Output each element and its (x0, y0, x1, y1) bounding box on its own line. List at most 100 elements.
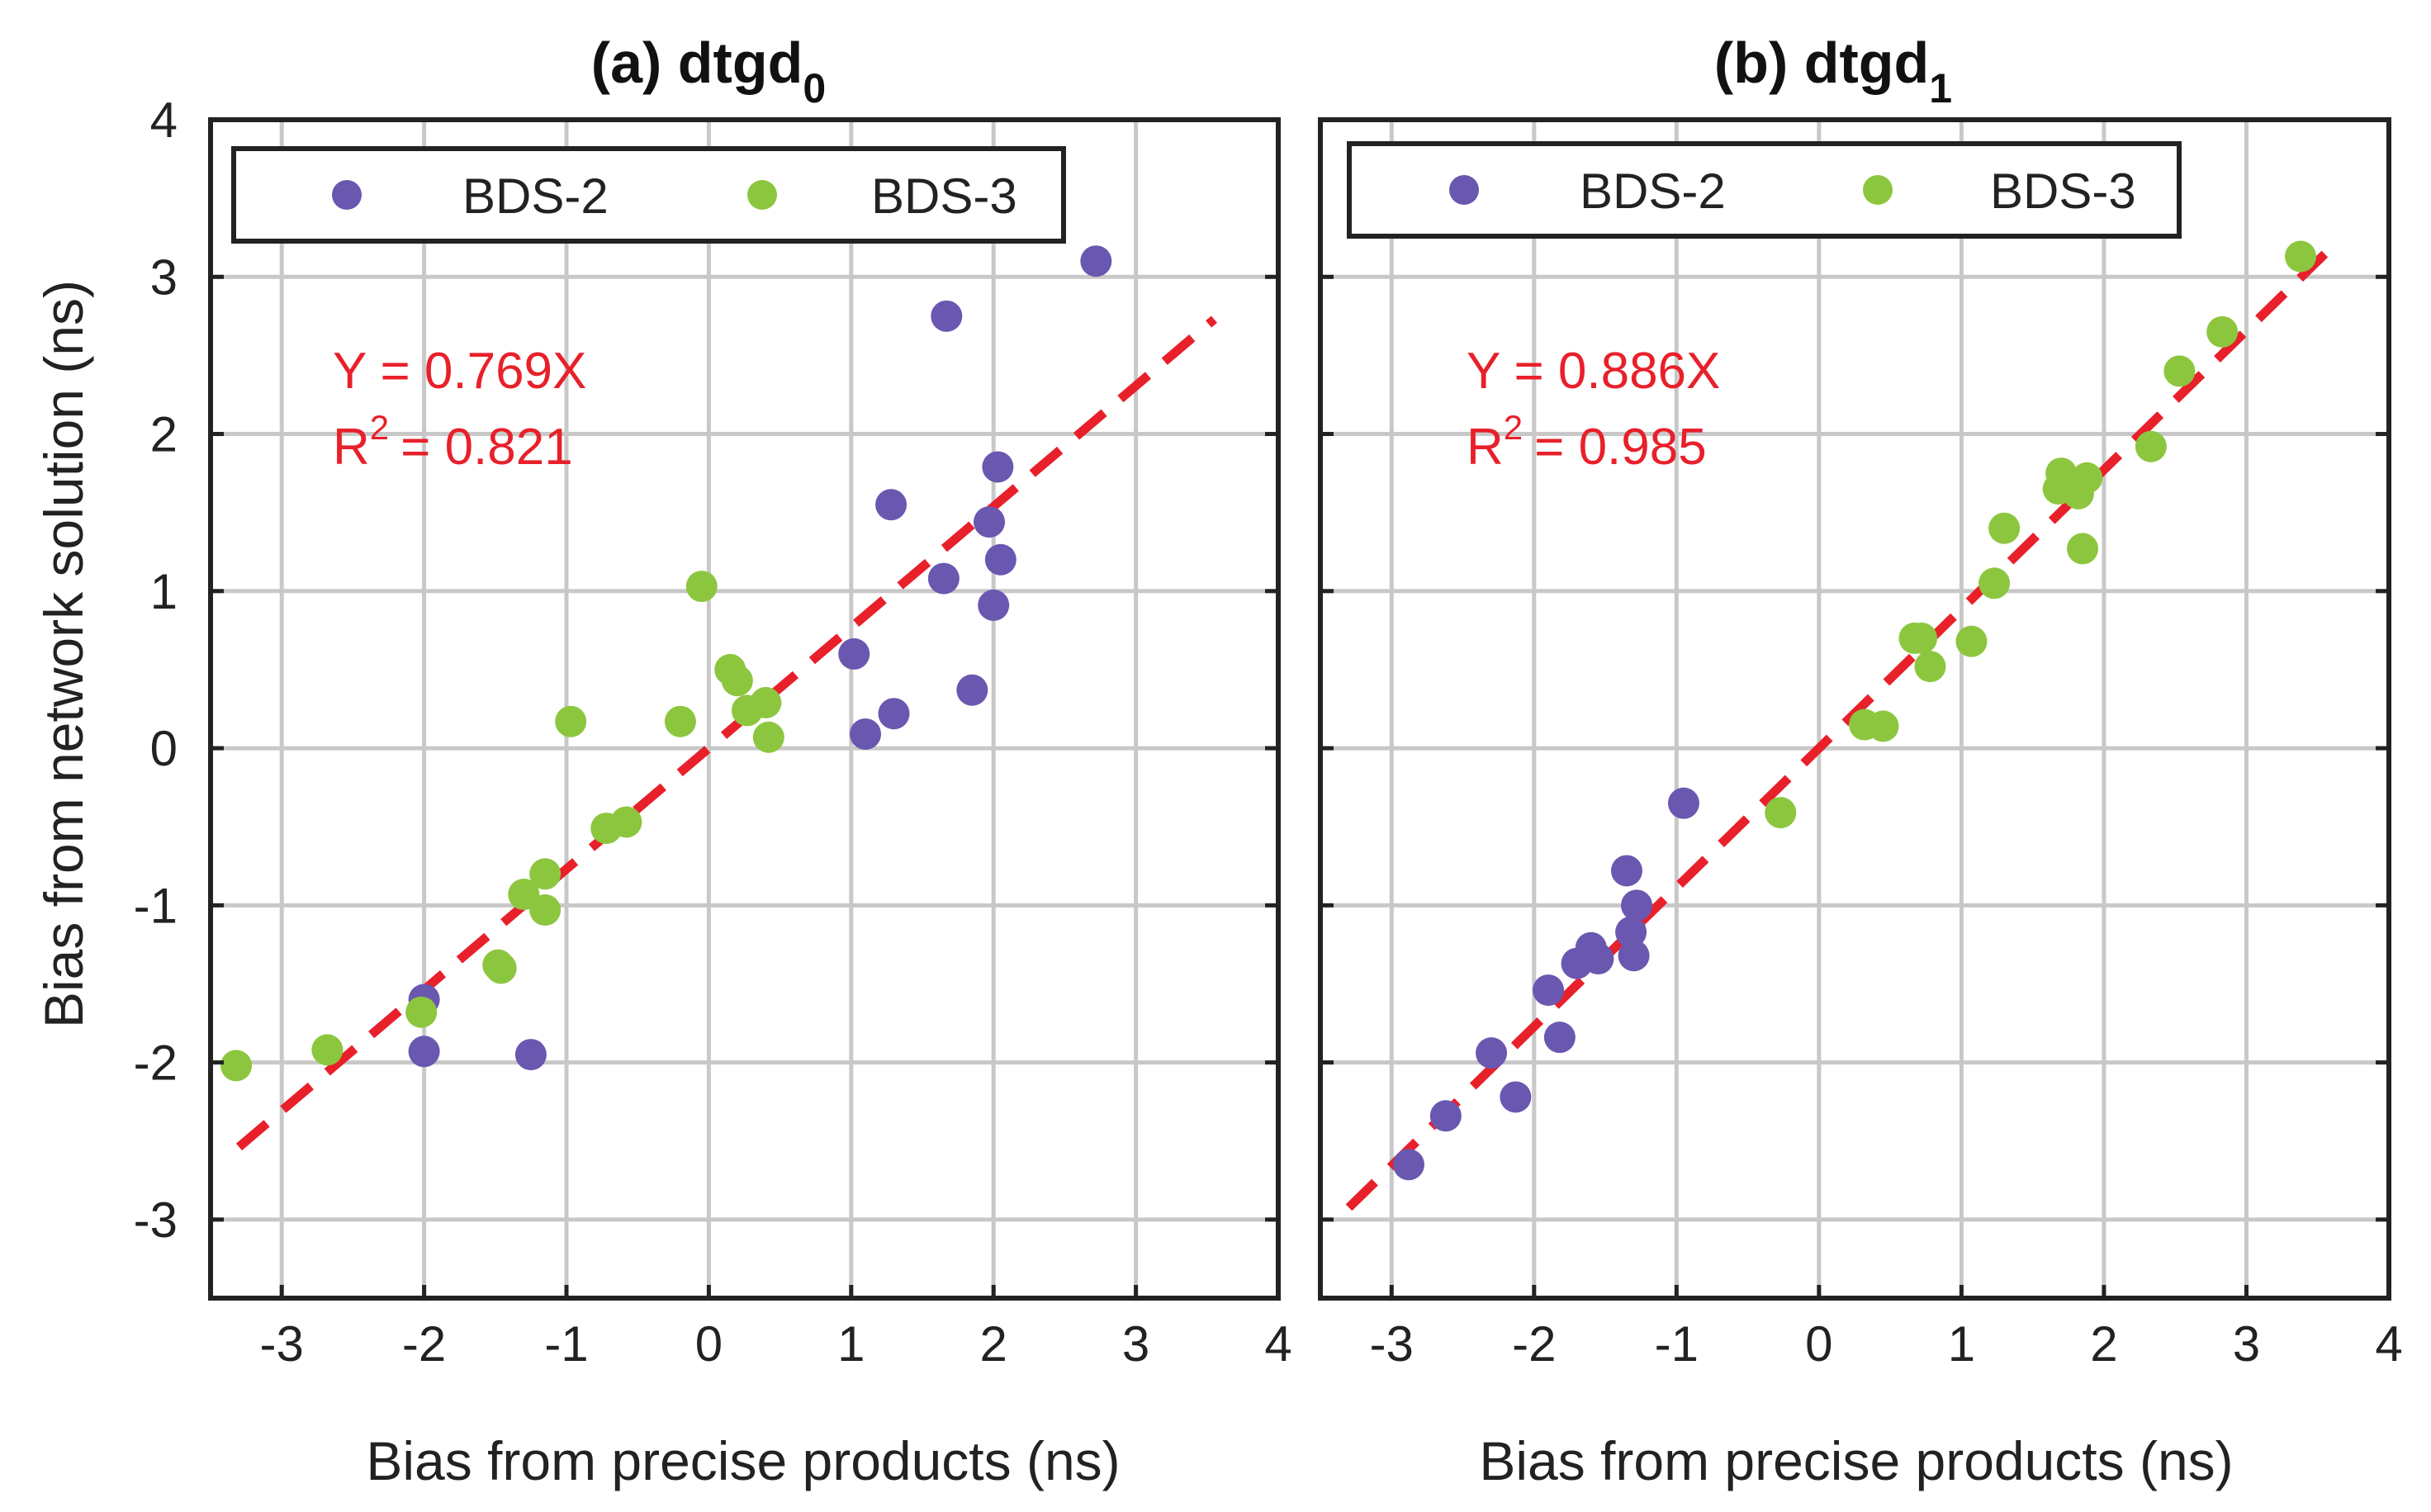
panel-a-point-bds3 (311, 1034, 344, 1066)
panel-b-point-bds2 (1615, 916, 1647, 948)
panel-b-point-bds2 (1533, 974, 1565, 1007)
panel-b-legend-box (1347, 141, 2182, 239)
panel-a-legend-label-bds3: BDS-3 (871, 168, 1017, 224)
panel-a-point-bds3 (750, 686, 782, 718)
panel-a-y-tick-label: -3 (134, 1192, 178, 1248)
panel-b-point-bds2 (1500, 1081, 1532, 1113)
panel-a-legend-marker-bds3 (747, 180, 777, 210)
panel-b-point-bds2 (1621, 889, 1653, 922)
panel-a-y-tick-label: 4 (150, 92, 178, 148)
panel-a-x-axis-label: Bias from precise products (ns) (366, 1430, 1120, 1491)
panel-a-legend-label-bds2: BDS-2 (462, 168, 609, 224)
panel-a-point-bds2 (514, 1039, 547, 1071)
panel-b-point-bds2 (1392, 1149, 1424, 1181)
panel-a-grid (211, 120, 1278, 1298)
panel-a: (a) dtgd0 -3 -2 -1 0 1 2 3 4 -3 -2 -1 0 1 2 3 4 BDS-2 B… (134, 31, 1292, 1491)
panel-a-point-bds2 (838, 638, 870, 670)
panel-a-y-tick-label: -1 (134, 878, 178, 933)
panel-a-ticks: -3 -2 -1 0 1 2 3 4 -3 -2 -1 0 1 2 3 4 (134, 92, 1292, 1372)
panel-b-x-tick-label: -3 (1370, 1316, 1414, 1372)
panel-b-point-bds2 (1582, 943, 1614, 975)
panel-a-y-tick-label: 3 (150, 249, 178, 305)
panel-a-legend: BDS-2 BDS-3 (231, 146, 1066, 244)
panel-b-legend-marker-bds2 (1449, 175, 1479, 205)
panel-b-point-bds2 (1429, 1100, 1462, 1132)
panel-b-legend-marker-bds3 (1863, 175, 1893, 205)
panel-a-x-tick-label: 4 (1264, 1316, 1291, 1372)
panel-a-point-bds2 (1080, 245, 1112, 277)
panel-a-point-bds3 (220, 1050, 253, 1082)
panel-b-x-tick-label: -1 (1655, 1316, 1699, 1372)
panel-a-point-bds3 (685, 571, 718, 603)
panel-a-point-bds2 (984, 543, 1016, 576)
panel-a-x-tick-label: -1 (544, 1316, 588, 1372)
panel-a-point-bds3 (610, 806, 642, 838)
panel-b-point-bds3 (2067, 533, 2099, 565)
panel-a-point-bds2 (931, 300, 963, 332)
panel-a-fit-r2: R2 = 0.821 (333, 408, 573, 476)
panel-b-title: (b) dtgd1 (1714, 31, 1952, 111)
panel-a-point-bds2 (850, 718, 882, 750)
panel-a-x-tick-label: -2 (402, 1316, 446, 1372)
panel-b-point-bds2 (1618, 940, 1650, 972)
panel-a-points (220, 245, 1112, 1082)
panel-a-point-bds2 (974, 506, 1006, 538)
panel-b-point-bds2 (1476, 1037, 1508, 1069)
panel-a-point-bds2 (408, 1036, 440, 1068)
panel-a-axes-frame (208, 117, 1281, 1301)
panel-b-x-tick-label: 2 (2090, 1316, 2117, 1372)
panel-b-annotation: Y = 0.886X R2 = 0.985 (1467, 343, 1720, 476)
panel-a-y-tick-label: 2 (150, 407, 178, 462)
panel-b-point-bds3 (1906, 622, 1938, 654)
panel-b-point-bds3 (2135, 430, 2167, 462)
panel-a-point-bds2 (878, 698, 910, 730)
panel-b-x-tick-label: 1 (1948, 1316, 1975, 1372)
panel-a-annotation: Y = 0.769X R2 = 0.821 (333, 343, 586, 476)
panel-b-x-tick-label: 0 (1805, 1316, 1832, 1372)
panel-a-point-bds3 (405, 996, 438, 1028)
panel-a-y-tick-label: -2 (134, 1036, 178, 1091)
panel-a-point-bds2 (927, 562, 960, 595)
panel-b-point-bds3 (2285, 240, 2317, 273)
panel-a-fit-line (235, 315, 1217, 1151)
panel-a-y-tick-label: 0 (150, 721, 178, 776)
panel-b-ticks: -3 -2 -1 0 1 2 3 4 (1320, 117, 2403, 1372)
panel-b-axes-frame (1318, 117, 2391, 1301)
panel-a-point-bds3 (485, 952, 517, 984)
panel-b-grid (1320, 120, 2389, 1298)
panel-b-point-bds3 (2071, 462, 2103, 494)
panel-b-fit-r2: R2 = 0.985 (1467, 408, 1707, 476)
panel-b-point-bds3 (1955, 625, 1988, 657)
y-axis-label: Bias from network solution (ns) (33, 280, 94, 1028)
panel-a-title: (a) dtgd0 (591, 31, 826, 111)
panel-b-fit-equation: Y = 0.886X (1467, 343, 1720, 400)
panel-b-x-axis-label: Bias from precise products (ns) (1479, 1430, 2233, 1491)
panel-b-point-bds2 (1543, 1021, 1576, 1054)
panel-b-legend-label-bds2: BDS-2 (1580, 164, 1726, 219)
panel-b-point-bds3 (1978, 567, 2011, 600)
panel-b-x-tick-label: 4 (2375, 1316, 2402, 1372)
panel-a-point-bds2 (956, 674, 988, 706)
panel-b-x-tick-label: 3 (2233, 1316, 2260, 1372)
panel-a-point-bds3 (529, 894, 562, 927)
panel-a-point-bds2 (875, 489, 907, 521)
panel-a-frame (208, 117, 1281, 1301)
panel-a-legend-marker-bds2 (332, 180, 362, 210)
panel-a-x-tick-label: 1 (837, 1316, 865, 1372)
panel-a-x-tick-label: 3 (1122, 1316, 1149, 1372)
panel-a-point-bds3 (721, 665, 753, 697)
panel-a-fit-equation: Y = 0.769X (333, 343, 586, 400)
panel-b-point-bds3 (2206, 315, 2239, 348)
panel-a-point-bds2 (982, 451, 1014, 483)
panel-b-point-bds3 (1867, 710, 1899, 742)
panel-a-point-bds3 (555, 705, 587, 737)
panel-a-point-bds3 (529, 858, 562, 890)
panel-b-legend: BDS-2 BDS-3 (1347, 141, 2182, 239)
panel-a-x-tick-label: -3 (260, 1316, 304, 1372)
panel-a-y-tick-label: 1 (150, 564, 178, 619)
panel-b-point-bds3 (1765, 797, 1797, 829)
panel-b-legend-label-bds3: BDS-3 (1990, 164, 2136, 219)
panel-b-point-bds2 (1667, 787, 1699, 819)
